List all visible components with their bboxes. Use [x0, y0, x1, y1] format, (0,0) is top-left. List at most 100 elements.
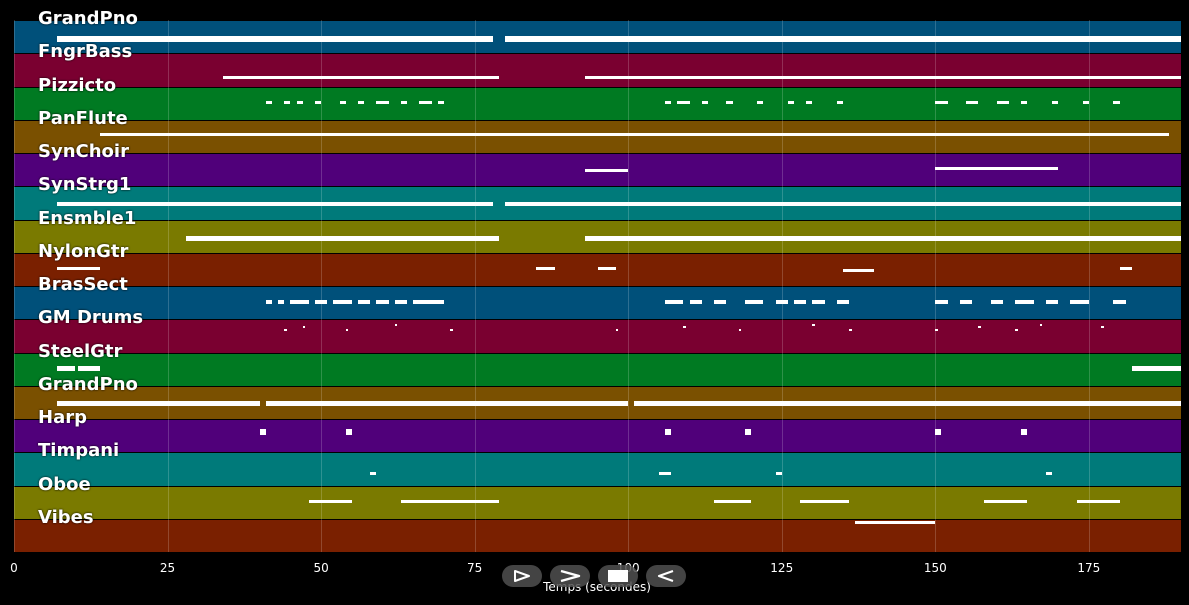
stop-button[interactable]: [598, 565, 638, 587]
note: [984, 499, 1028, 503]
note: [437, 100, 444, 105]
note: [966, 100, 979, 105]
note: [683, 325, 686, 329]
note: [812, 300, 825, 304]
note: [1039, 324, 1043, 327]
track-lane[interactable]: [14, 419, 1181, 453]
forward-button[interactable]: [550, 565, 590, 587]
track-lane[interactable]: [14, 319, 1181, 353]
note: [376, 300, 389, 304]
note: [800, 499, 850, 503]
note: [1113, 300, 1126, 304]
note: [597, 267, 616, 271]
note: [296, 100, 303, 105]
note: [284, 329, 287, 332]
note: [665, 300, 684, 304]
note: [536, 267, 555, 271]
note: [78, 366, 100, 371]
track-label: Harp: [38, 407, 87, 428]
track-lane[interactable]: [14, 485, 1181, 519]
note: [935, 329, 938, 332]
track-lane[interactable]: [14, 352, 1181, 386]
track-lane[interactable]: [14, 252, 1181, 286]
track-label: PanFlute: [38, 107, 128, 129]
note: [1045, 300, 1059, 304]
note: [744, 428, 752, 435]
note: [757, 100, 764, 105]
note: [1113, 100, 1120, 105]
track-lane[interactable]: [14, 385, 1181, 419]
stop-icon: [608, 570, 628, 582]
note: [265, 100, 272, 105]
track-label: Ensmble1: [38, 207, 137, 229]
track-lane[interactable]: [14, 20, 1181, 54]
note: [812, 324, 815, 327]
note: [935, 167, 1059, 171]
note: [56, 201, 494, 207]
play-reverse-icon: [657, 569, 674, 583]
note: [585, 236, 1181, 242]
note: [357, 300, 371, 304]
track-lane[interactable]: [14, 219, 1181, 253]
gridline: [474, 20, 476, 552]
track-label: Oboe: [38, 473, 91, 495]
note: [585, 75, 1181, 80]
tick-label: 125: [770, 561, 794, 575]
note: [419, 300, 438, 304]
note: [339, 100, 346, 105]
note: [1015, 300, 1034, 304]
note: [400, 499, 500, 503]
play-button[interactable]: [502, 565, 542, 587]
note: [357, 100, 365, 105]
note: [701, 100, 709, 105]
back-button[interactable]: [646, 565, 686, 587]
track-lane[interactable]: [14, 518, 1181, 552]
note: [56, 401, 260, 406]
note: [419, 100, 432, 105]
note: [855, 520, 936, 524]
note: [615, 329, 619, 332]
note: [376, 100, 389, 105]
note: [738, 329, 742, 332]
track-lane[interactable]: [14, 286, 1181, 320]
note: [345, 428, 352, 435]
note: [1045, 471, 1052, 475]
note: [837, 300, 850, 304]
gridline: [1088, 20, 1090, 552]
note: [677, 100, 690, 105]
note: [665, 428, 672, 435]
note: [370, 471, 377, 475]
track-lane[interactable]: [14, 452, 1181, 486]
track-lane[interactable]: [14, 86, 1181, 120]
gridline: [167, 20, 169, 552]
track-label: Pizzicto: [38, 74, 117, 96]
note: [333, 300, 352, 304]
note: [394, 324, 398, 327]
track-label: NylonGtr: [38, 240, 129, 262]
track-lane[interactable]: [14, 153, 1181, 187]
track-label: SynChoir: [38, 141, 129, 162]
note: [265, 300, 272, 304]
note: [284, 100, 291, 105]
note: [634, 401, 1181, 406]
note: [714, 300, 727, 304]
note: [714, 499, 752, 503]
tick-label: 50: [313, 561, 329, 575]
gridline: [628, 20, 630, 552]
note: [837, 100, 844, 105]
gridline: [14, 20, 15, 552]
track-lane[interactable]: [14, 119, 1181, 153]
note: [1082, 100, 1089, 105]
note: [849, 329, 852, 332]
note: [658, 471, 672, 475]
track-label: Timpani: [38, 440, 120, 462]
note: [413, 300, 420, 304]
track-lane[interactable]: [14, 53, 1181, 87]
note: [1131, 365, 1181, 372]
track-label: Vibes: [38, 506, 94, 528]
note: [314, 100, 322, 105]
track-area: [14, 20, 1181, 552]
tick-label: 150: [923, 561, 947, 575]
track-lane[interactable]: [14, 186, 1181, 220]
note: [935, 100, 948, 105]
